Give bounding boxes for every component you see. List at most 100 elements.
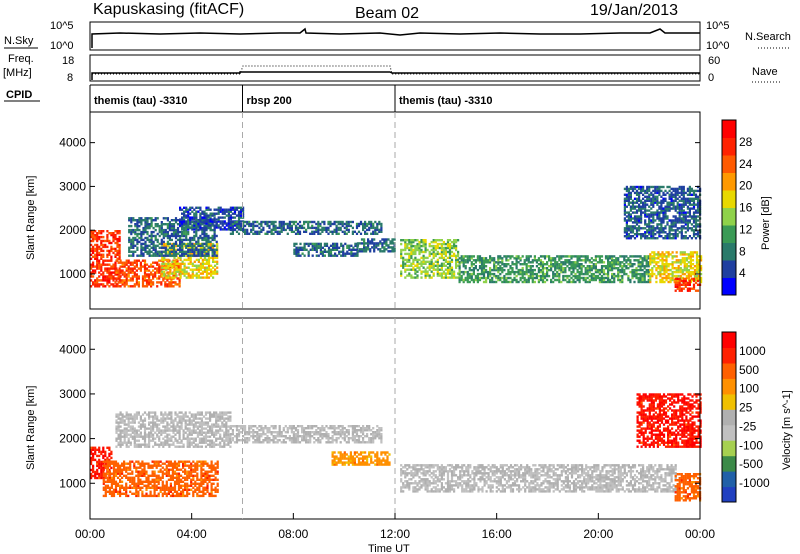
power-cells-cell-4373 — [688, 185, 691, 189]
power-cells-cell-3202 — [594, 255, 597, 258]
power-cells-cell-846 — [214, 264, 217, 267]
power-cells-cell-136 — [104, 267, 107, 270]
power-cells-cell-2506 — [444, 248, 447, 252]
power-cells-cell-885 — [130, 228, 133, 232]
power-cells-cell-677 — [185, 276, 188, 279]
power-cells-cell-240 — [116, 243, 119, 247]
power-cells-cell-3715 — [700, 257, 703, 260]
power-cells-cell-1546 — [211, 218, 214, 221]
power-cells-cell-3861 — [631, 187, 635, 191]
vel-cells-cell-285 — [131, 486, 134, 489]
power-cells-cell-324 — [127, 271, 130, 274]
power-cells-cell-3826 — [627, 187, 630, 191]
power-cells-cell-3664 — [689, 251, 692, 254]
power-cells-cell-634 — [177, 270, 180, 273]
power-cells-cell-2513 — [446, 266, 450, 269]
power-cells-cell-1192 — [181, 250, 184, 253]
vel-cells-cell-395 — [151, 494, 154, 498]
vel-cells-cell-347 — [141, 474, 144, 477]
power-cells-cell-1543 — [211, 224, 214, 227]
power-cells-cell-725 — [193, 268, 196, 271]
power-cells-cell-4227 — [674, 229, 677, 232]
power-cells-cell-42 — [94, 269, 97, 272]
power-cells-cell-4375 — [690, 229, 693, 232]
power-cells-cell-2512 — [446, 268, 450, 271]
power-cells-cell-4138 — [662, 191, 665, 195]
power-cells-cell-2845 — [515, 255, 518, 258]
power-cells-cell-1027 — [152, 230, 155, 234]
vel-cells-cell-429 — [155, 466, 158, 469]
power-cells-cell-1622 — [229, 206, 232, 209]
power-cells-cell-1126 — [170, 254, 173, 257]
power-cells-cell-3559 — [671, 278, 674, 282]
power-cells-cell-1600 — [225, 210, 228, 213]
power-cells-cell-2177 — [373, 250, 376, 253]
power-cells-cell-1035 — [154, 244, 157, 247]
power-cells-cell-1235 — [187, 238, 190, 242]
power-cells-cell-873 — [128, 224, 131, 228]
vel-cells-cell-163 — [108, 464, 111, 467]
power-cells-cell-1780 — [276, 226, 279, 230]
power-cells-cell-3300 — [617, 272, 620, 276]
vel-cells-cell-390 — [149, 482, 152, 485]
power-cells-cell-2658 — [472, 267, 475, 270]
power-cells-cell-254 — [118, 257, 121, 260]
power-cells-cell-3241 — [604, 267, 608, 270]
vel-cells-cell-297 — [133, 480, 136, 483]
power-cells-cell-2661 — [472, 255, 475, 258]
power-cells-cell-2759 — [497, 278, 500, 282]
power-cells-cell-645 — [179, 266, 182, 269]
power-cells-cell-2008 — [297, 254, 300, 257]
vel-cells-cell-287 — [131, 480, 134, 483]
power-cells-cell-3327 — [623, 272, 626, 276]
power-cells-cell-1796 — [282, 222, 285, 226]
power-cells-cell-2914 — [531, 270, 534, 274]
power-cells-cell-251 — [118, 273, 121, 276]
power-cells-cell-4394 — [692, 217, 696, 220]
vel-cells-cell-194 — [114, 490, 118, 493]
power-cells-cell-727 — [193, 260, 196, 263]
power-cells-cell-2704 — [482, 265, 486, 268]
power-cells-cell-2503 — [444, 254, 447, 258]
power-cells-cell-302 — [123, 279, 126, 282]
power-cells-cell-160 — [106, 230, 109, 233]
power-cells-cell-3890 — [635, 209, 639, 212]
power-cells-cell-2173 — [371, 246, 374, 249]
power-cells-cell-3716 — [700, 255, 703, 258]
power-cells-cell-3003 — [552, 257, 555, 260]
power-cells-cell-927 — [138, 254, 141, 257]
power-cells-cell-3540 — [665, 255, 668, 258]
power-cells-cell-2159 — [365, 250, 368, 253]
vel-cells-cell-483 — [165, 472, 168, 475]
power-cells-cell-1939 — [353, 230, 356, 233]
power-cells-cell-1266 — [193, 252, 196, 255]
power-cells-cell-2091 — [334, 242, 337, 246]
power-cells-cell-1864 — [317, 226, 320, 230]
power-cells-cell-1608 — [227, 216, 230, 219]
power-cells-cell-2358 — [420, 244, 423, 248]
power-cells-cell-2361 — [422, 270, 425, 273]
power-cells-cell-2827 — [511, 261, 514, 264]
vel-cells-cell-320 — [137, 482, 140, 485]
power-cells-cell-1065 — [160, 252, 163, 255]
power-cells-cell-3111 — [576, 268, 579, 272]
power-cells-cell-3973 — [646, 229, 649, 232]
power-cells-cell-3144 — [582, 255, 585, 258]
power-cells-cell-30 — [92, 245, 95, 249]
power-cells-cell-3968 — [644, 191, 647, 195]
power-cells-cell-2032 — [309, 248, 312, 251]
power-cells-cell-2285 — [410, 276, 413, 279]
power-cells-cell-2161 — [365, 246, 368, 249]
power-cells-cell-1261 — [191, 238, 194, 242]
vel-cells-cell-353 — [141, 460, 144, 463]
power-cells-cell-2893 — [527, 270, 530, 274]
power-cells-cell-2010 — [297, 250, 300, 253]
power-cells-cell-3192 — [594, 278, 597, 282]
power-cells-cell-3207 — [596, 261, 599, 264]
power-cells-cell-2387 — [424, 239, 427, 242]
power-cells-cell-2472 — [440, 264, 443, 267]
power-cells-cell-4287 — [680, 217, 683, 220]
power-cells-cell-3820 — [627, 199, 630, 202]
power-cells-cell-2500 — [444, 264, 447, 267]
power-cells-cell-201 — [112, 265, 115, 268]
